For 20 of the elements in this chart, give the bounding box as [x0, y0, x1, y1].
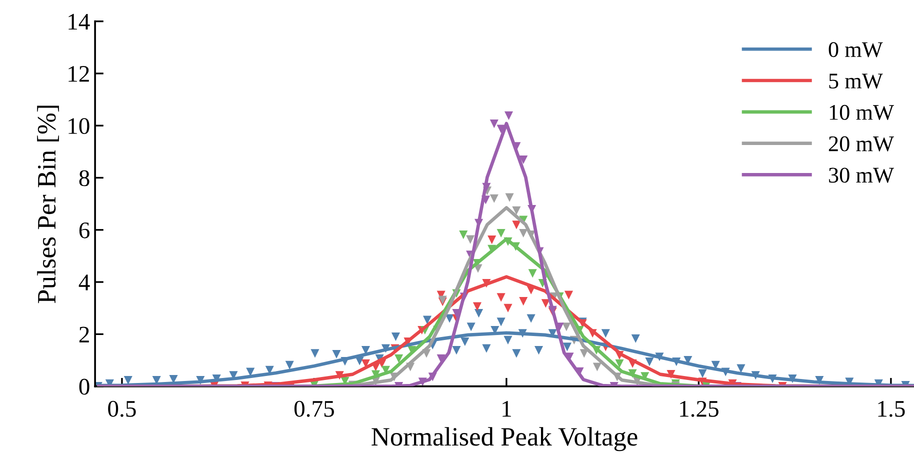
x-tick-label: 1 — [502, 400, 511, 417]
legend-label: 0 mW — [828, 42, 883, 58]
legend-label: 30 mW — [829, 168, 894, 183]
x-tick-label: 1.5 — [878, 400, 905, 417]
legend-label: 5 mW — [829, 74, 883, 89]
legend-label: 20 mW — [828, 136, 894, 152]
x-axis-title: Normalised Peak Voltage — [372, 427, 638, 452]
y-tick-label: 0 — [79, 378, 90, 395]
y-tick-label: 10 — [68, 118, 90, 134]
x-tick-label: 0.5 — [108, 400, 136, 417]
legend-label: 10 mW — [830, 104, 894, 120]
y-tick-label: 2 — [79, 326, 89, 342]
x-tick-label: 0.75 — [294, 400, 334, 417]
y-tick-label: 14 — [68, 14, 90, 30]
y-tick-label: 12 — [68, 66, 89, 82]
x-tick-label: 1.25 — [680, 400, 718, 417]
y-axis-title: Pulses Per Bin [%] — [37, 106, 59, 304]
y-tick-label: 6 — [79, 222, 90, 238]
y-tick-label: 4 — [78, 274, 90, 290]
y-tick-label: 8 — [79, 170, 90, 186]
